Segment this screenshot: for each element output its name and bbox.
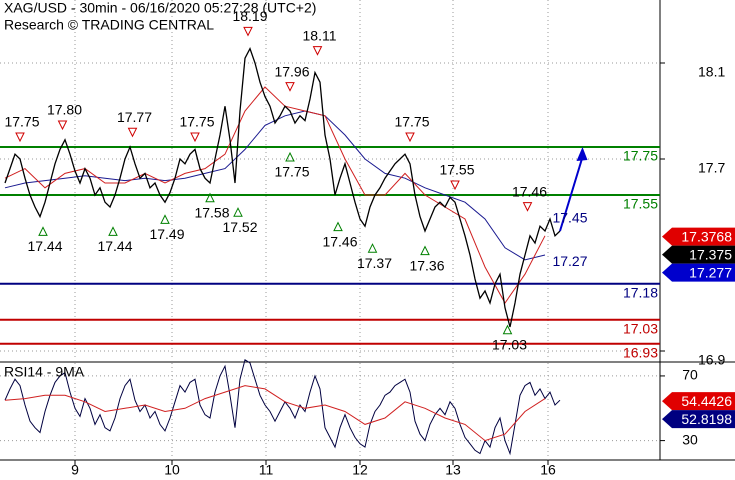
rsi-title: RSI14 - 9MA bbox=[4, 364, 85, 380]
high-marker bbox=[450, 180, 460, 191]
level-label: 17.18 bbox=[623, 285, 658, 301]
low-label: 17.44 bbox=[97, 238, 132, 254]
low-marker bbox=[233, 207, 243, 217]
high-marker bbox=[127, 127, 138, 138]
price-box-label: 17.375 bbox=[689, 246, 732, 262]
chart-title: XAG/USD - 30min - 06/16/2020 05:27:28 (U… bbox=[4, 0, 316, 16]
low-marker bbox=[108, 226, 118, 236]
low-label: 17.03 bbox=[492, 337, 527, 353]
chart-subtitle: Research © TRADING CENTRAL bbox=[4, 17, 214, 33]
low-marker bbox=[420, 245, 430, 256]
y-tick-label: 16.9 bbox=[698, 352, 725, 368]
annotation-label: 17.27 bbox=[552, 253, 587, 269]
price-box bbox=[662, 392, 735, 411]
series-line bbox=[4, 86, 546, 304]
y-tick-label: 18.1 bbox=[698, 64, 725, 80]
series-line bbox=[4, 359, 561, 456]
x-tick-label: 16 bbox=[540, 462, 556, 478]
low-marker bbox=[38, 226, 48, 236]
series-line bbox=[4, 46, 561, 328]
high-label: 17.75 bbox=[4, 114, 39, 130]
high-marker bbox=[57, 120, 68, 131]
x-tick-label: 13 bbox=[445, 462, 461, 478]
price-box-label: 17.3768 bbox=[681, 228, 732, 244]
high-label: 17.55 bbox=[439, 162, 474, 178]
y-tick-label: 17.7 bbox=[698, 160, 725, 176]
high-label: 18.11 bbox=[303, 27, 337, 43]
y-tick-label: 70 bbox=[682, 367, 698, 383]
low-label: 17.75 bbox=[274, 164, 309, 180]
x-tick-label: 11 bbox=[259, 462, 274, 478]
high-marker bbox=[243, 26, 253, 37]
low-label: 17.58 bbox=[194, 205, 229, 221]
high-label: 17.46 bbox=[512, 183, 547, 199]
low-label: 17.49 bbox=[149, 226, 184, 242]
low-marker bbox=[160, 214, 170, 224]
annotation-label: 17.45 bbox=[552, 210, 587, 226]
price-box bbox=[662, 227, 735, 246]
high-marker bbox=[190, 132, 200, 143]
x-tick-label: 9 bbox=[71, 462, 79, 478]
price-box bbox=[662, 410, 735, 429]
low-label: 17.44 bbox=[27, 238, 62, 254]
level-label: 17.03 bbox=[623, 321, 658, 337]
level-label: 17.75 bbox=[623, 148, 658, 164]
x-tick-label: 10 bbox=[164, 462, 180, 478]
high-marker bbox=[312, 46, 323, 56]
low-label: 17.52 bbox=[222, 219, 257, 235]
level-label: 16.93 bbox=[623, 345, 658, 361]
level-label: 17.55 bbox=[623, 196, 658, 212]
low-marker bbox=[367, 243, 378, 253]
projection-arrow bbox=[559, 156, 584, 232]
high-label: 17.77 bbox=[117, 109, 152, 125]
low-label: 17.46 bbox=[322, 233, 357, 249]
low-marker bbox=[333, 221, 343, 232]
series-line bbox=[4, 110, 546, 261]
low-marker bbox=[285, 151, 295, 162]
low-label: 17.36 bbox=[409, 257, 444, 273]
series-line bbox=[4, 385, 546, 442]
high-marker bbox=[285, 82, 295, 92]
high-label: 17.75 bbox=[394, 114, 429, 130]
high-marker bbox=[405, 132, 415, 143]
low-marker bbox=[205, 192, 215, 203]
high-marker bbox=[15, 132, 25, 143]
high-marker bbox=[522, 202, 533, 212]
price-box bbox=[662, 245, 735, 264]
high-label: 17.75 bbox=[179, 114, 214, 130]
low-marker bbox=[502, 324, 513, 335]
price-box-label: 17.277 bbox=[689, 264, 732, 280]
high-label: 17.80 bbox=[47, 102, 82, 118]
low-label: 17.37 bbox=[357, 255, 392, 271]
price-box-label: 54.4426 bbox=[681, 393, 732, 409]
high-label: 17.96 bbox=[274, 63, 309, 79]
high-label: 18.19 bbox=[232, 8, 267, 24]
x-tick-label: 12 bbox=[352, 462, 368, 478]
arrow-head bbox=[576, 147, 588, 161]
price-box bbox=[662, 263, 735, 282]
price-box-label: 52.8198 bbox=[681, 411, 732, 427]
y-tick-label: 30 bbox=[682, 431, 698, 447]
